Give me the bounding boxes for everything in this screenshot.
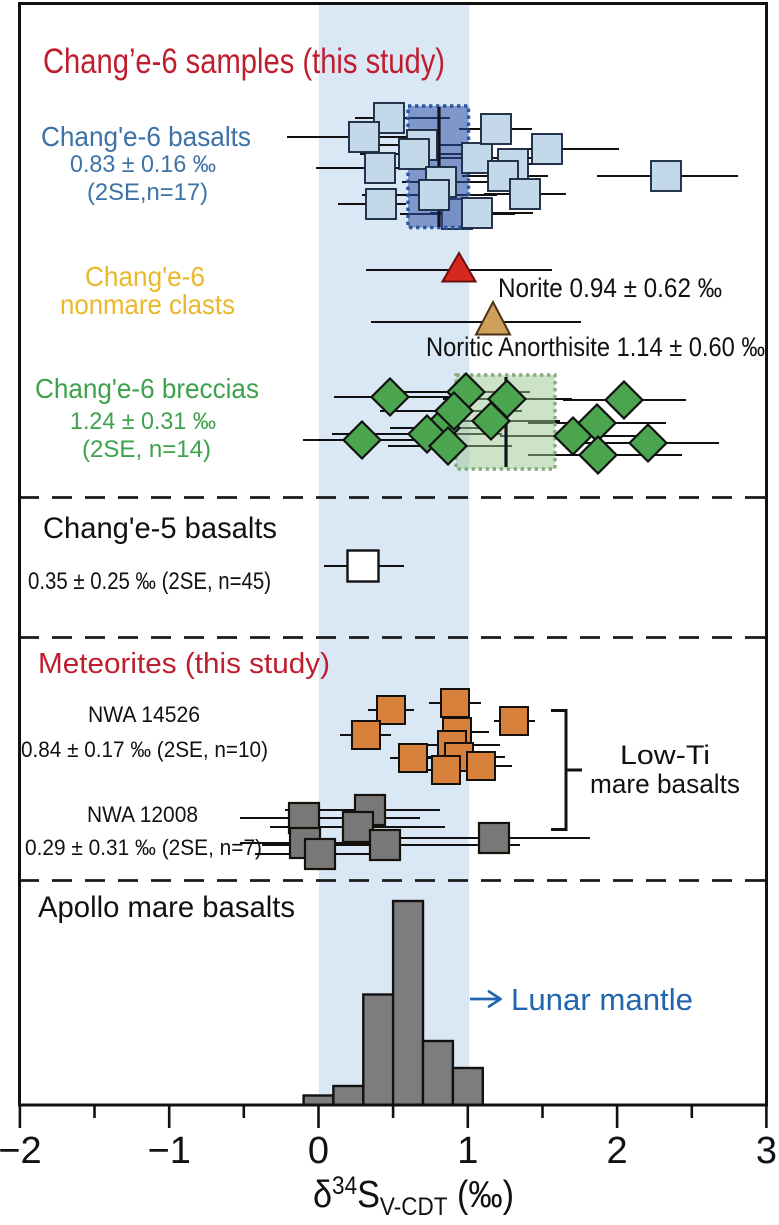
svg-text:δ34SV-CDT (‰): δ34SV-CDT (‰)	[313, 1172, 514, 1221]
svg-text:0.84 ± 0.17 ‰ (2SE, n=10): 0.84 ± 0.17 ‰ (2SE, n=10)	[21, 737, 268, 762]
svg-text:−2: −2	[0, 1130, 42, 1172]
svg-text:0.29 ± 0.31 ‰ (2SE, n=7): 0.29 ± 0.31 ‰ (2SE, n=7)	[25, 835, 262, 860]
svg-text:1.24 ± 0.31 ‰: 1.24 ± 0.31 ‰	[70, 408, 216, 435]
svg-text:Apollo mare basalts: Apollo mare basalts	[38, 891, 295, 924]
svg-text:mare basalts: mare basalts	[590, 769, 740, 799]
svg-text:Chang'e-6 breccias: Chang'e-6 breccias	[35, 373, 259, 404]
svg-text:0.35 ± 0.25 ‰ (2SE, n=45): 0.35 ± 0.25 ‰ (2SE, n=45)	[28, 568, 271, 595]
svg-text:0.83 ± 0.16 ‰: 0.83 ± 0.16 ‰	[70, 151, 216, 178]
svg-text:3: 3	[756, 1130, 777, 1172]
svg-text:NWA 14526: NWA 14526	[88, 702, 200, 727]
svg-text:Chang'e-5 basalts: Chang'e-5 basalts	[43, 512, 277, 545]
svg-text:NWA 12008: NWA 12008	[87, 802, 198, 827]
svg-text:0: 0	[308, 1130, 329, 1172]
svg-text:Low-Ti: Low-Ti	[620, 740, 710, 770]
svg-text:Chang'e-6: Chang'e-6	[85, 261, 205, 292]
svg-text:Lunar mantle: Lunar mantle	[511, 982, 693, 1017]
svg-text:(2SE,n=17): (2SE,n=17)	[87, 179, 208, 206]
svg-text:2: 2	[607, 1130, 628, 1172]
svg-text:Chang’e-6 samples (this study): Chang’e-6 samples (this study)	[43, 42, 445, 81]
svg-text:Noritic Anorthisite 1.14 ± 0.6: Noritic Anorthisite 1.14 ± 0.60 ‰	[426, 332, 765, 362]
svg-text:−1: −1	[148, 1130, 191, 1172]
svg-text:Meteorites (this study): Meteorites (this study)	[38, 648, 330, 680]
svg-text:nonmare clasts: nonmare clasts	[60, 289, 235, 320]
svg-text:Chang'e-6 basalts: Chang'e-6 basalts	[41, 121, 251, 152]
svg-text:(2SE, n=14): (2SE, n=14)	[82, 436, 211, 463]
svg-text:1: 1	[457, 1130, 478, 1172]
svg-text:Norite 0.94 ± 0.62 ‰: Norite 0.94 ± 0.62 ‰	[498, 273, 722, 303]
